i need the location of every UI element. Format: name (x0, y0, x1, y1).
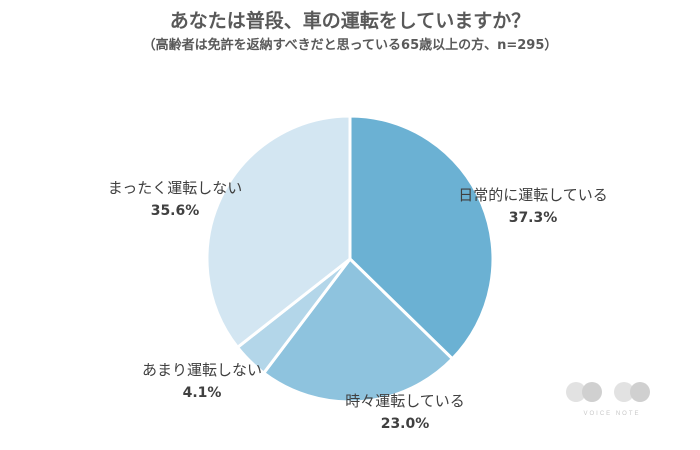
slice-label: あまり運転しない (142, 361, 262, 379)
slice-label: 日常的に運転している (458, 186, 608, 204)
pie-slice (261, 256, 455, 404)
slice-label: 時々運転している (345, 392, 465, 410)
slice-label: まったく運転しない (108, 179, 242, 197)
voice-note-logo: VOICE NOTE (566, 382, 650, 417)
svg-text:VOICE NOTE: VOICE NOTE (583, 411, 640, 417)
pie-slice (205, 114, 352, 350)
slice-value-label: 4.1% (183, 385, 222, 401)
slice-value-label: 37.3% (509, 210, 558, 226)
pie-slice (348, 114, 495, 361)
chart-subtitle: （高齢者は免許を返納すべきだと思っている65歳以上の方、n=295） (142, 38, 558, 53)
slice-value-label: 35.6% (151, 203, 200, 219)
chart-title: あなたは普段、車の運転をしていますか？ (169, 10, 531, 32)
slice-value-label: 23.0% (381, 416, 430, 432)
